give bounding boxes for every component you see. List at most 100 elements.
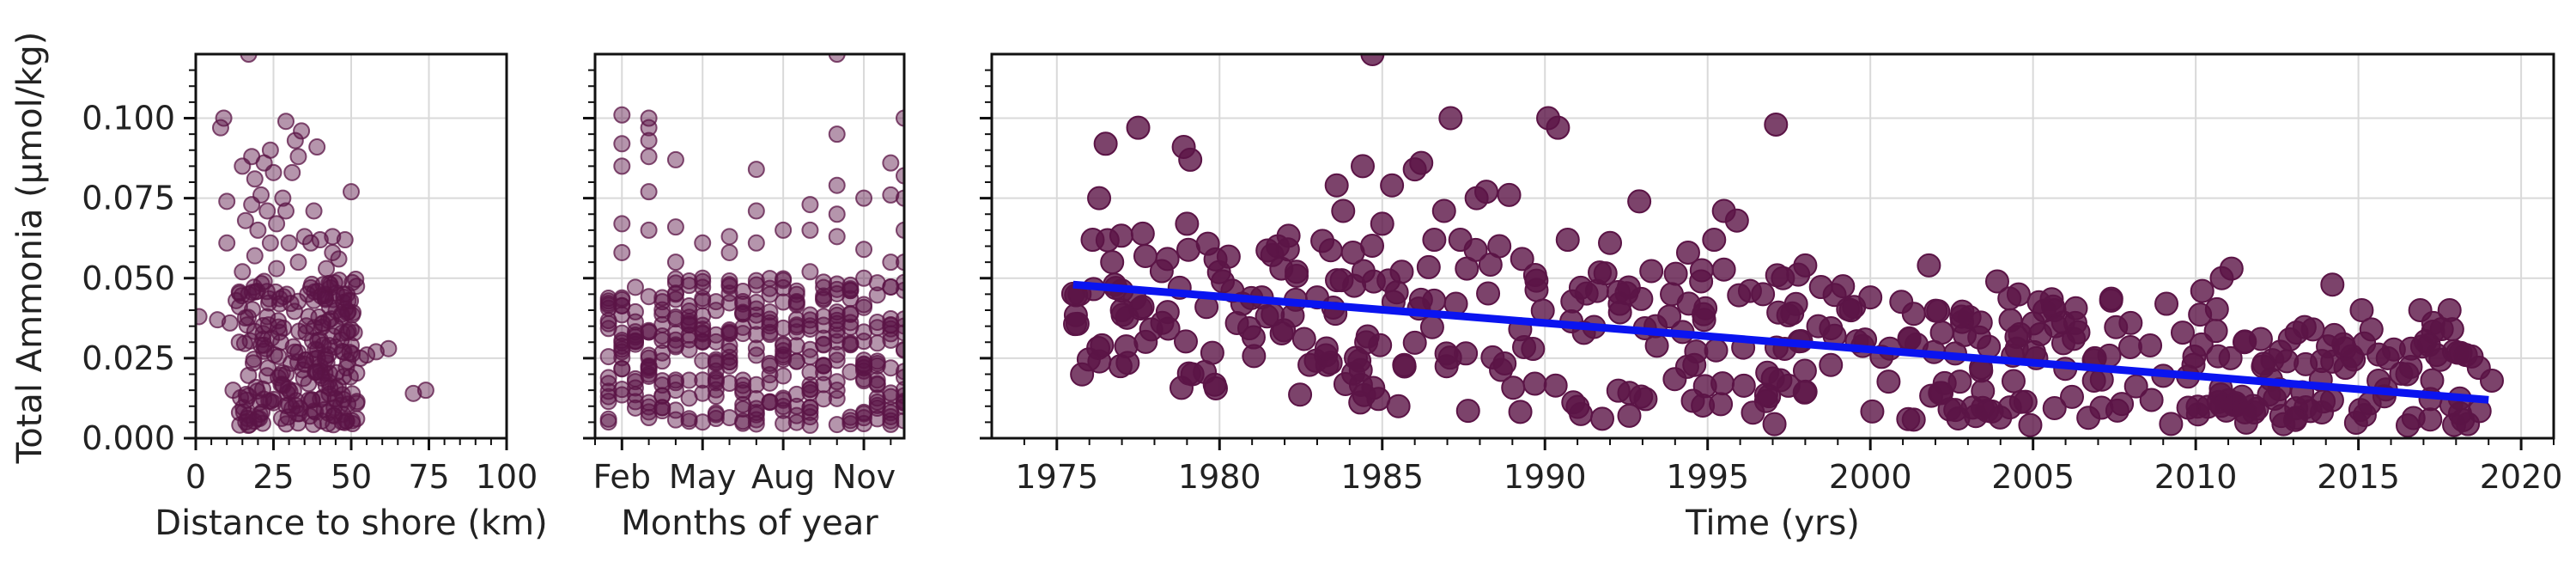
data-point (666, 253, 684, 272)
data-point (707, 409, 725, 427)
data-point (380, 339, 398, 357)
data-point (1402, 330, 1427, 355)
x-tick-label: Nov (832, 458, 896, 496)
data-point (2099, 288, 2123, 313)
data-point (1771, 266, 1795, 290)
x-tick-label: 75 (408, 458, 449, 496)
data-point (613, 360, 631, 378)
data-point (868, 313, 886, 331)
data-point (1663, 261, 1688, 286)
data-point (1109, 298, 1134, 322)
data-point (694, 351, 712, 369)
data-point (2063, 310, 2087, 335)
data-point (2188, 302, 2213, 327)
data-point (828, 176, 846, 194)
data-point (1492, 351, 1517, 376)
data-point (289, 253, 307, 272)
data-point (2008, 389, 2033, 414)
data-point (321, 379, 339, 397)
data-point (747, 326, 765, 344)
data-point (747, 234, 765, 252)
data-point (280, 234, 298, 252)
data-point (343, 183, 360, 201)
data-point (1370, 211, 1394, 236)
data-point (247, 378, 265, 396)
data-point (707, 406, 725, 424)
data-point (259, 359, 277, 377)
data-point (896, 369, 904, 387)
data-point (1808, 275, 1833, 300)
data-point (283, 163, 301, 181)
data-point (1455, 256, 1479, 281)
data-point (599, 388, 617, 406)
data-point (841, 314, 860, 332)
data-point (1114, 334, 1139, 359)
data-point (1598, 230, 1623, 255)
data-point (277, 415, 295, 433)
data-point (1431, 198, 1456, 223)
data-point (734, 376, 752, 394)
data-point (284, 382, 302, 400)
data-point (1858, 285, 1883, 310)
data-point (787, 406, 805, 424)
data-point (1923, 298, 1948, 323)
data-point (348, 394, 366, 412)
data-point (801, 403, 819, 421)
data-point (1702, 228, 1727, 253)
data-point (896, 398, 904, 416)
data-point (613, 215, 631, 233)
data-point (640, 183, 658, 201)
data-point (1314, 336, 1339, 361)
data-point (261, 234, 279, 252)
data-point (2421, 310, 2445, 335)
data-point (613, 386, 631, 404)
panel-time-y-ticks (980, 69, 992, 440)
data-point (640, 131, 658, 150)
data-point (1988, 405, 2013, 430)
data-point (694, 269, 712, 287)
panel-months: Feb May Aug Nov Months of year (583, 52, 906, 543)
data-point (2248, 327, 2273, 351)
x-tick-label: 25 (252, 458, 294, 496)
data-point (218, 234, 236, 252)
data-point (307, 363, 325, 382)
data-point (1689, 269, 1714, 294)
data-point (308, 138, 326, 156)
data-point (1897, 327, 1922, 351)
data-point (896, 109, 904, 127)
data-point (680, 371, 698, 389)
data-point (775, 293, 793, 311)
data-point (1521, 337, 1546, 362)
data-point (828, 327, 846, 345)
data-point (2333, 356, 2358, 381)
data-point (626, 278, 644, 296)
data-point (1901, 302, 1926, 327)
data-point (1764, 112, 1789, 137)
data-point (694, 278, 712, 296)
data-point (1793, 253, 1818, 278)
data-point (2044, 314, 2069, 339)
data-point (1949, 304, 1974, 329)
data-point (1751, 282, 1776, 307)
data-point (270, 318, 288, 336)
data-point (1704, 338, 1728, 363)
data-point (747, 300, 765, 318)
data-point (246, 247, 264, 265)
data-point (404, 384, 422, 402)
data-point (2319, 388, 2344, 412)
data-point (270, 295, 289, 313)
data-point (1169, 375, 1194, 400)
data-point (1087, 186, 1112, 211)
data-point (1917, 253, 1941, 278)
data-point (1984, 269, 2009, 294)
data-point (1389, 259, 1414, 284)
data-point (882, 331, 900, 349)
data-point (1947, 369, 1972, 394)
data-point (1241, 325, 1266, 350)
data-point (640, 361, 658, 379)
data-point (1331, 198, 1356, 223)
data-point (707, 293, 725, 311)
data-point (2060, 384, 2085, 409)
data-point (666, 218, 684, 236)
data-point (868, 286, 886, 304)
